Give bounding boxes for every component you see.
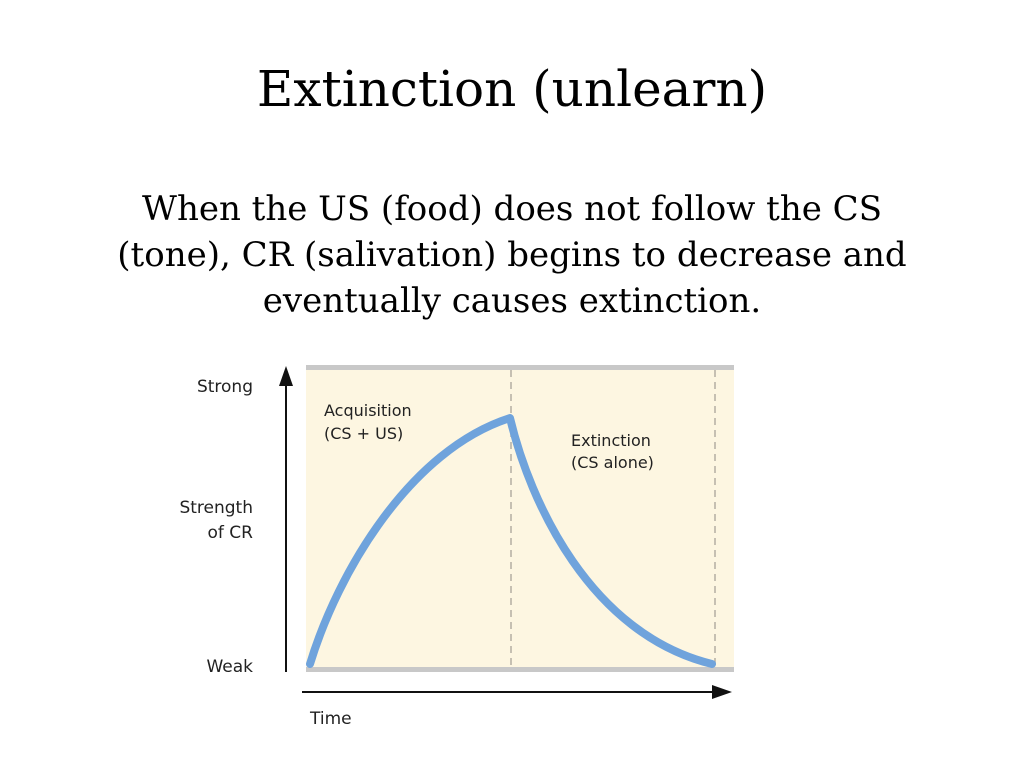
- extinction-diagram: Strong Strength of CR Weak Time Acquisit…: [179, 365, 734, 729]
- slide-body-text: When the US (food) does not follow the C…: [117, 189, 907, 321]
- y-axis-title-line2: of CR: [208, 523, 254, 543]
- x-axis-arrowhead: [712, 685, 732, 699]
- y-axis-strong-label: Strong: [197, 377, 253, 397]
- y-axis-arrowhead: [279, 366, 293, 386]
- top-band: [306, 365, 734, 370]
- acquisition-label-line2: (CS + US): [324, 424, 403, 443]
- acquisition-label-line1: Acquisition: [324, 401, 412, 420]
- y-axis-weak-label: Weak: [206, 657, 253, 677]
- y-axis-title-line1: Strength: [179, 498, 253, 518]
- extinction-label-line1: Extinction: [571, 431, 651, 450]
- bottom-band: [306, 667, 734, 672]
- plot-background: [306, 366, 734, 672]
- slide-title: Extinction (unlearn): [256, 60, 768, 118]
- cr-strength-curve: [306, 414, 716, 668]
- x-axis-time-label: Time: [309, 709, 352, 729]
- extinction-label-line2: (CS alone): [571, 453, 654, 472]
